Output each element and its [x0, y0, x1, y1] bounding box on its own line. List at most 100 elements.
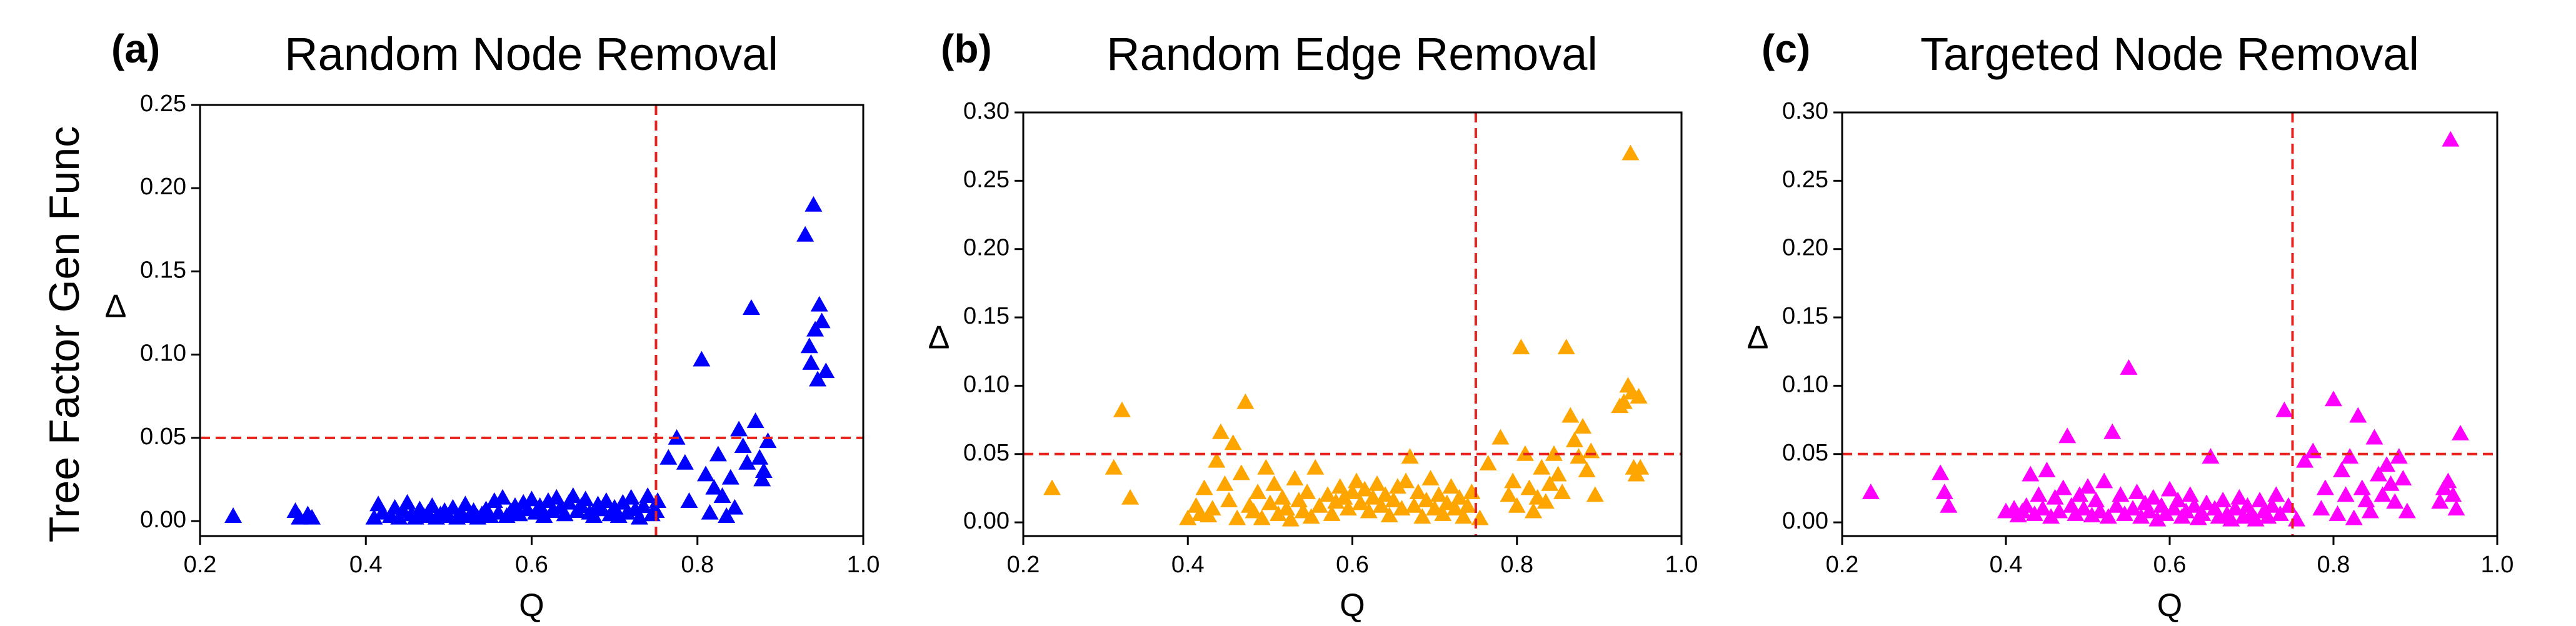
- data-point: [1582, 442, 1600, 459]
- data-point: [1281, 510, 1300, 527]
- data-point: [1421, 470, 1440, 486]
- x-tick-label: 0.2: [1826, 552, 1859, 578]
- data-point: [1426, 500, 1444, 516]
- data-point: [2161, 480, 2178, 497]
- data-point: [2353, 479, 2371, 495]
- data-point: [1631, 459, 1650, 475]
- data-point: [2128, 484, 2146, 499]
- data-point: [1043, 479, 1061, 495]
- data-point: [817, 362, 835, 379]
- data-point: [1455, 508, 1473, 524]
- x-tick-label: 0.6: [1336, 552, 1369, 578]
- data-point: [813, 312, 831, 329]
- data-point: [1405, 497, 1423, 513]
- data-point: [2115, 505, 2133, 521]
- data-point: [1319, 486, 1337, 502]
- panel-title: Random Node Removal: [284, 28, 778, 80]
- data-point: [2099, 508, 2117, 524]
- data-point: [1545, 445, 1563, 461]
- data-point: [2325, 390, 2342, 407]
- data-point: [1442, 478, 1460, 494]
- data-point: [1450, 489, 1468, 505]
- data-point: [2087, 492, 2105, 508]
- panel-title: Random Edge Removal: [1106, 28, 1598, 80]
- data-point: [2046, 489, 2064, 505]
- panel-3: (c) Targeted Node Removal 0.2 0.4 0.6 0.8 1.0 0…: [1747, 26, 2514, 624]
- data-point: [1932, 464, 1950, 480]
- data-point: [1458, 497, 1476, 513]
- data-point: [2148, 510, 2167, 527]
- data-point: [1372, 497, 1390, 513]
- data-point: [1323, 505, 1341, 521]
- data-point: [2197, 494, 2215, 510]
- x-tick-label: 0.8: [2317, 552, 2350, 578]
- data-point: [2033, 500, 2052, 516]
- data-point: [2361, 502, 2379, 519]
- y-tick-label: 0.15: [1782, 303, 1828, 329]
- data-point: [1862, 484, 1880, 499]
- data-point: [1586, 486, 1604, 502]
- data-point: [1270, 505, 1288, 521]
- data-point: [2177, 502, 2195, 519]
- x-axis-label: Q: [519, 587, 544, 624]
- data-point: [809, 370, 827, 387]
- data-point: [494, 489, 512, 505]
- data-point: [593, 500, 611, 517]
- data-point: [1208, 452, 1226, 468]
- panels: (a) Random Node Removal 0.2 0.4 0.6 0.8 1.0 0.0…: [105, 26, 2514, 624]
- data-point: [2075, 500, 2093, 516]
- y-tick-label: 0.25: [963, 166, 1010, 192]
- data-point: [800, 337, 818, 354]
- data-point: [806, 320, 824, 337]
- data-point: [726, 499, 744, 515]
- data-point: [718, 507, 736, 523]
- data-point: [709, 445, 727, 462]
- data-point: [1561, 407, 1580, 423]
- data-point: [1179, 509, 1197, 525]
- data-point: [1940, 497, 1958, 513]
- data-point: [2316, 479, 2334, 495]
- data-point: [1434, 505, 1452, 521]
- data-point: [1302, 508, 1320, 524]
- data-point: [2202, 448, 2220, 464]
- data-point: [1397, 472, 1415, 489]
- x-tick-label: 1.0: [1665, 552, 1698, 578]
- data-point: [1236, 393, 1255, 409]
- data-point: [1491, 429, 1510, 445]
- data-point: [2251, 492, 2269, 508]
- data-point: [2398, 502, 2416, 519]
- y-tick-label: 0.10: [140, 340, 186, 367]
- data-point: [1417, 492, 1435, 508]
- data-point: [1615, 393, 1633, 409]
- plot-frame: [1841, 111, 2498, 537]
- data-point: [2263, 497, 2281, 513]
- y-tick-label: 0.15: [140, 257, 186, 283]
- data-point: [597, 492, 615, 508]
- x-tick-label: 0.4: [1171, 552, 1205, 578]
- data-point: [1401, 448, 1419, 464]
- data-point: [2144, 489, 2162, 505]
- data-point: [2275, 401, 2293, 417]
- data-point: [1463, 484, 1481, 499]
- data-point: [2022, 465, 2040, 482]
- data-point: [2070, 486, 2088, 502]
- data-point: [2378, 456, 2396, 472]
- data-point: [535, 507, 553, 523]
- data-point: [1195, 479, 1213, 495]
- data-point: [398, 494, 416, 510]
- data-point: [2025, 505, 2043, 521]
- data-point: [1508, 497, 1526, 513]
- y-tick-label: 0.15: [963, 303, 1010, 329]
- data-point: [423, 497, 441, 513]
- data-point: [2169, 492, 2187, 508]
- data-point: [1536, 493, 1555, 509]
- data-point: [576, 490, 594, 507]
- data-point: [649, 492, 667, 508]
- data-point: [2103, 423, 2122, 439]
- data-point: [804, 196, 823, 212]
- data-point: [2079, 478, 2097, 494]
- y-axis-label: Δ: [1747, 319, 1769, 355]
- data-point: [1368, 475, 1386, 491]
- data-point: [2042, 508, 2060, 524]
- data-point: [2095, 472, 2113, 489]
